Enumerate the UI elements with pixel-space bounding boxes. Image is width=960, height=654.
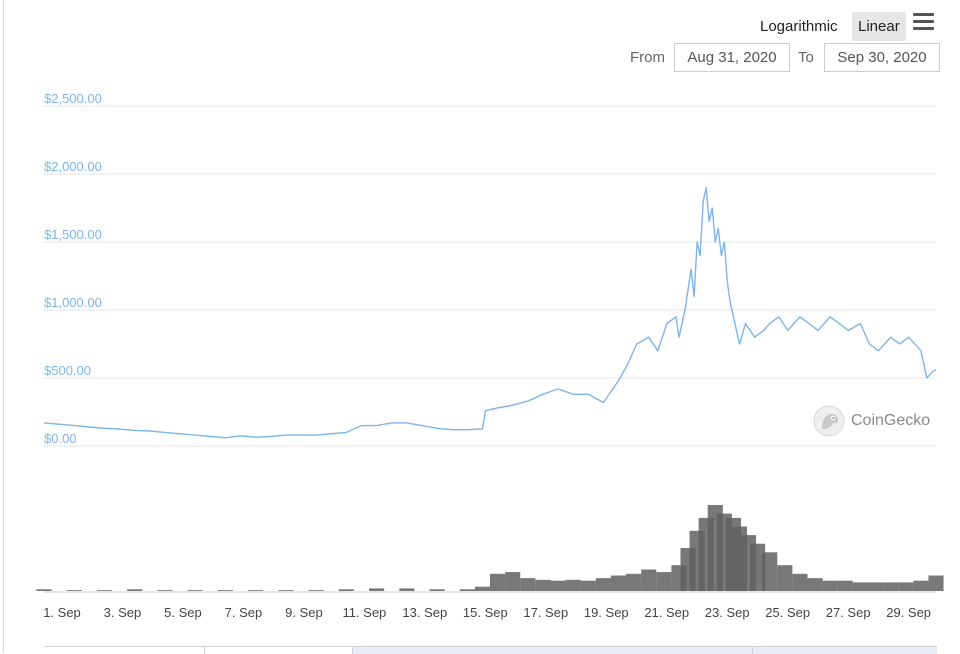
volume-bar: [550, 580, 566, 591]
volume-bar: [928, 575, 944, 591]
volume-bar: [641, 569, 657, 591]
volume-bar: [338, 589, 354, 591]
volume-bar: [217, 590, 233, 591]
volume-bar: [535, 579, 551, 591]
y-tick-label: $2,000.00: [44, 159, 102, 174]
scale-logarithmic-button[interactable]: Logarithmic: [760, 18, 838, 35]
volume-bar: [837, 580, 853, 591]
range-to-label: To: [798, 49, 814, 66]
volume-bar: [595, 578, 611, 591]
x-tick-label: 5. Sep: [164, 605, 202, 620]
volume-bar: [308, 590, 324, 591]
volume-bar: [822, 580, 838, 591]
volume-bar: [429, 589, 445, 591]
volume-bar: [750, 543, 766, 591]
volume-bar: [777, 565, 793, 591]
volume-bar: [96, 590, 113, 591]
volume-bar: [520, 578, 536, 591]
x-tick-label: 15. Sep: [463, 605, 508, 620]
price-line: [43, 186, 937, 439]
volume-bar: [505, 572, 521, 591]
chart-frame-border: [3, 0, 4, 653]
x-tick-label: 17. Sep: [523, 605, 568, 620]
volume-bar: [656, 572, 672, 591]
grid-lines: [44, 105, 936, 593]
gecko-logo-icon: [813, 405, 845, 437]
volume-bar: [883, 582, 899, 591]
x-tick-label: 3. Sep: [104, 605, 142, 620]
volume-bar: [807, 578, 823, 591]
volume-bar: [852, 582, 868, 591]
hamburger-menu-icon[interactable]: [913, 13, 935, 31]
y-tick-label: $1,500.00: [44, 227, 102, 242]
volume-bar: [565, 579, 581, 591]
x-tick-label: 25. Sep: [765, 605, 810, 620]
volume-bar: [490, 573, 506, 591]
volume-bar: [278, 590, 294, 591]
volume-bar: [36, 589, 52, 591]
volume-bar: [626, 573, 642, 591]
scale-linear-button[interactable]: Linear: [852, 12, 906, 41]
volume-bar: [248, 590, 264, 591]
coingecko-watermark: CoinGecko: [813, 405, 930, 437]
volume-bar: [762, 552, 778, 591]
range-from-label: From: [630, 49, 665, 66]
watermark-text: CoinGecko: [851, 412, 931, 429]
volume-bar: [459, 589, 475, 591]
volume-bar: [369, 588, 385, 591]
range-from-input[interactable]: [674, 43, 790, 72]
y-tick-label: $1,000.00: [44, 295, 102, 310]
y-tick-label: $2,500.00: [44, 91, 102, 106]
volume-bar: [580, 580, 596, 591]
navigator-bar: [44, 646, 937, 654]
y-axis-labels: $0.00 $500.00 $1,000.00 $1,500.00 $2,000.00 $…: [44, 91, 102, 446]
volume-bar: [610, 575, 627, 591]
range-to-input[interactable]: [824, 43, 940, 72]
y-tick-label: $500.00: [44, 363, 91, 378]
volume-bar: [157, 590, 173, 591]
volume-bar: [792, 573, 808, 591]
x-tick-label: 21. Sep: [644, 605, 689, 620]
volume-bar: [913, 580, 929, 591]
x-tick-label: 11. Sep: [342, 605, 386, 620]
volume-bar: [66, 590, 82, 591]
x-tick-label: 19. Sep: [584, 605, 629, 620]
price-series: [43, 186, 937, 439]
x-tick-label: 1. Sep: [43, 605, 81, 620]
x-tick-label: 27. Sep: [826, 605, 871, 620]
volume-bar: [898, 582, 914, 591]
volume-bar: [187, 590, 203, 591]
x-tick-label: 7. Sep: [225, 605, 263, 620]
x-tick-label: 13. Sep: [402, 605, 447, 620]
x-axis-labels: 1. Sep 3. Sep 5. Sep 7. Sep 9. Sep 11. Sep 13.…: [43, 605, 931, 620]
volume-series: [36, 505, 944, 591]
x-tick-label: 23. Sep: [705, 605, 750, 620]
x-tick-label: 29. Sep: [886, 605, 931, 620]
volume-bar: [399, 588, 415, 591]
volume-bar: [127, 589, 143, 591]
volume-bar: [867, 582, 884, 591]
x-tick-label: 9. Sep: [285, 605, 323, 620]
volume-bar: [474, 586, 490, 591]
y-tick-label: $0.00: [44, 431, 77, 446]
